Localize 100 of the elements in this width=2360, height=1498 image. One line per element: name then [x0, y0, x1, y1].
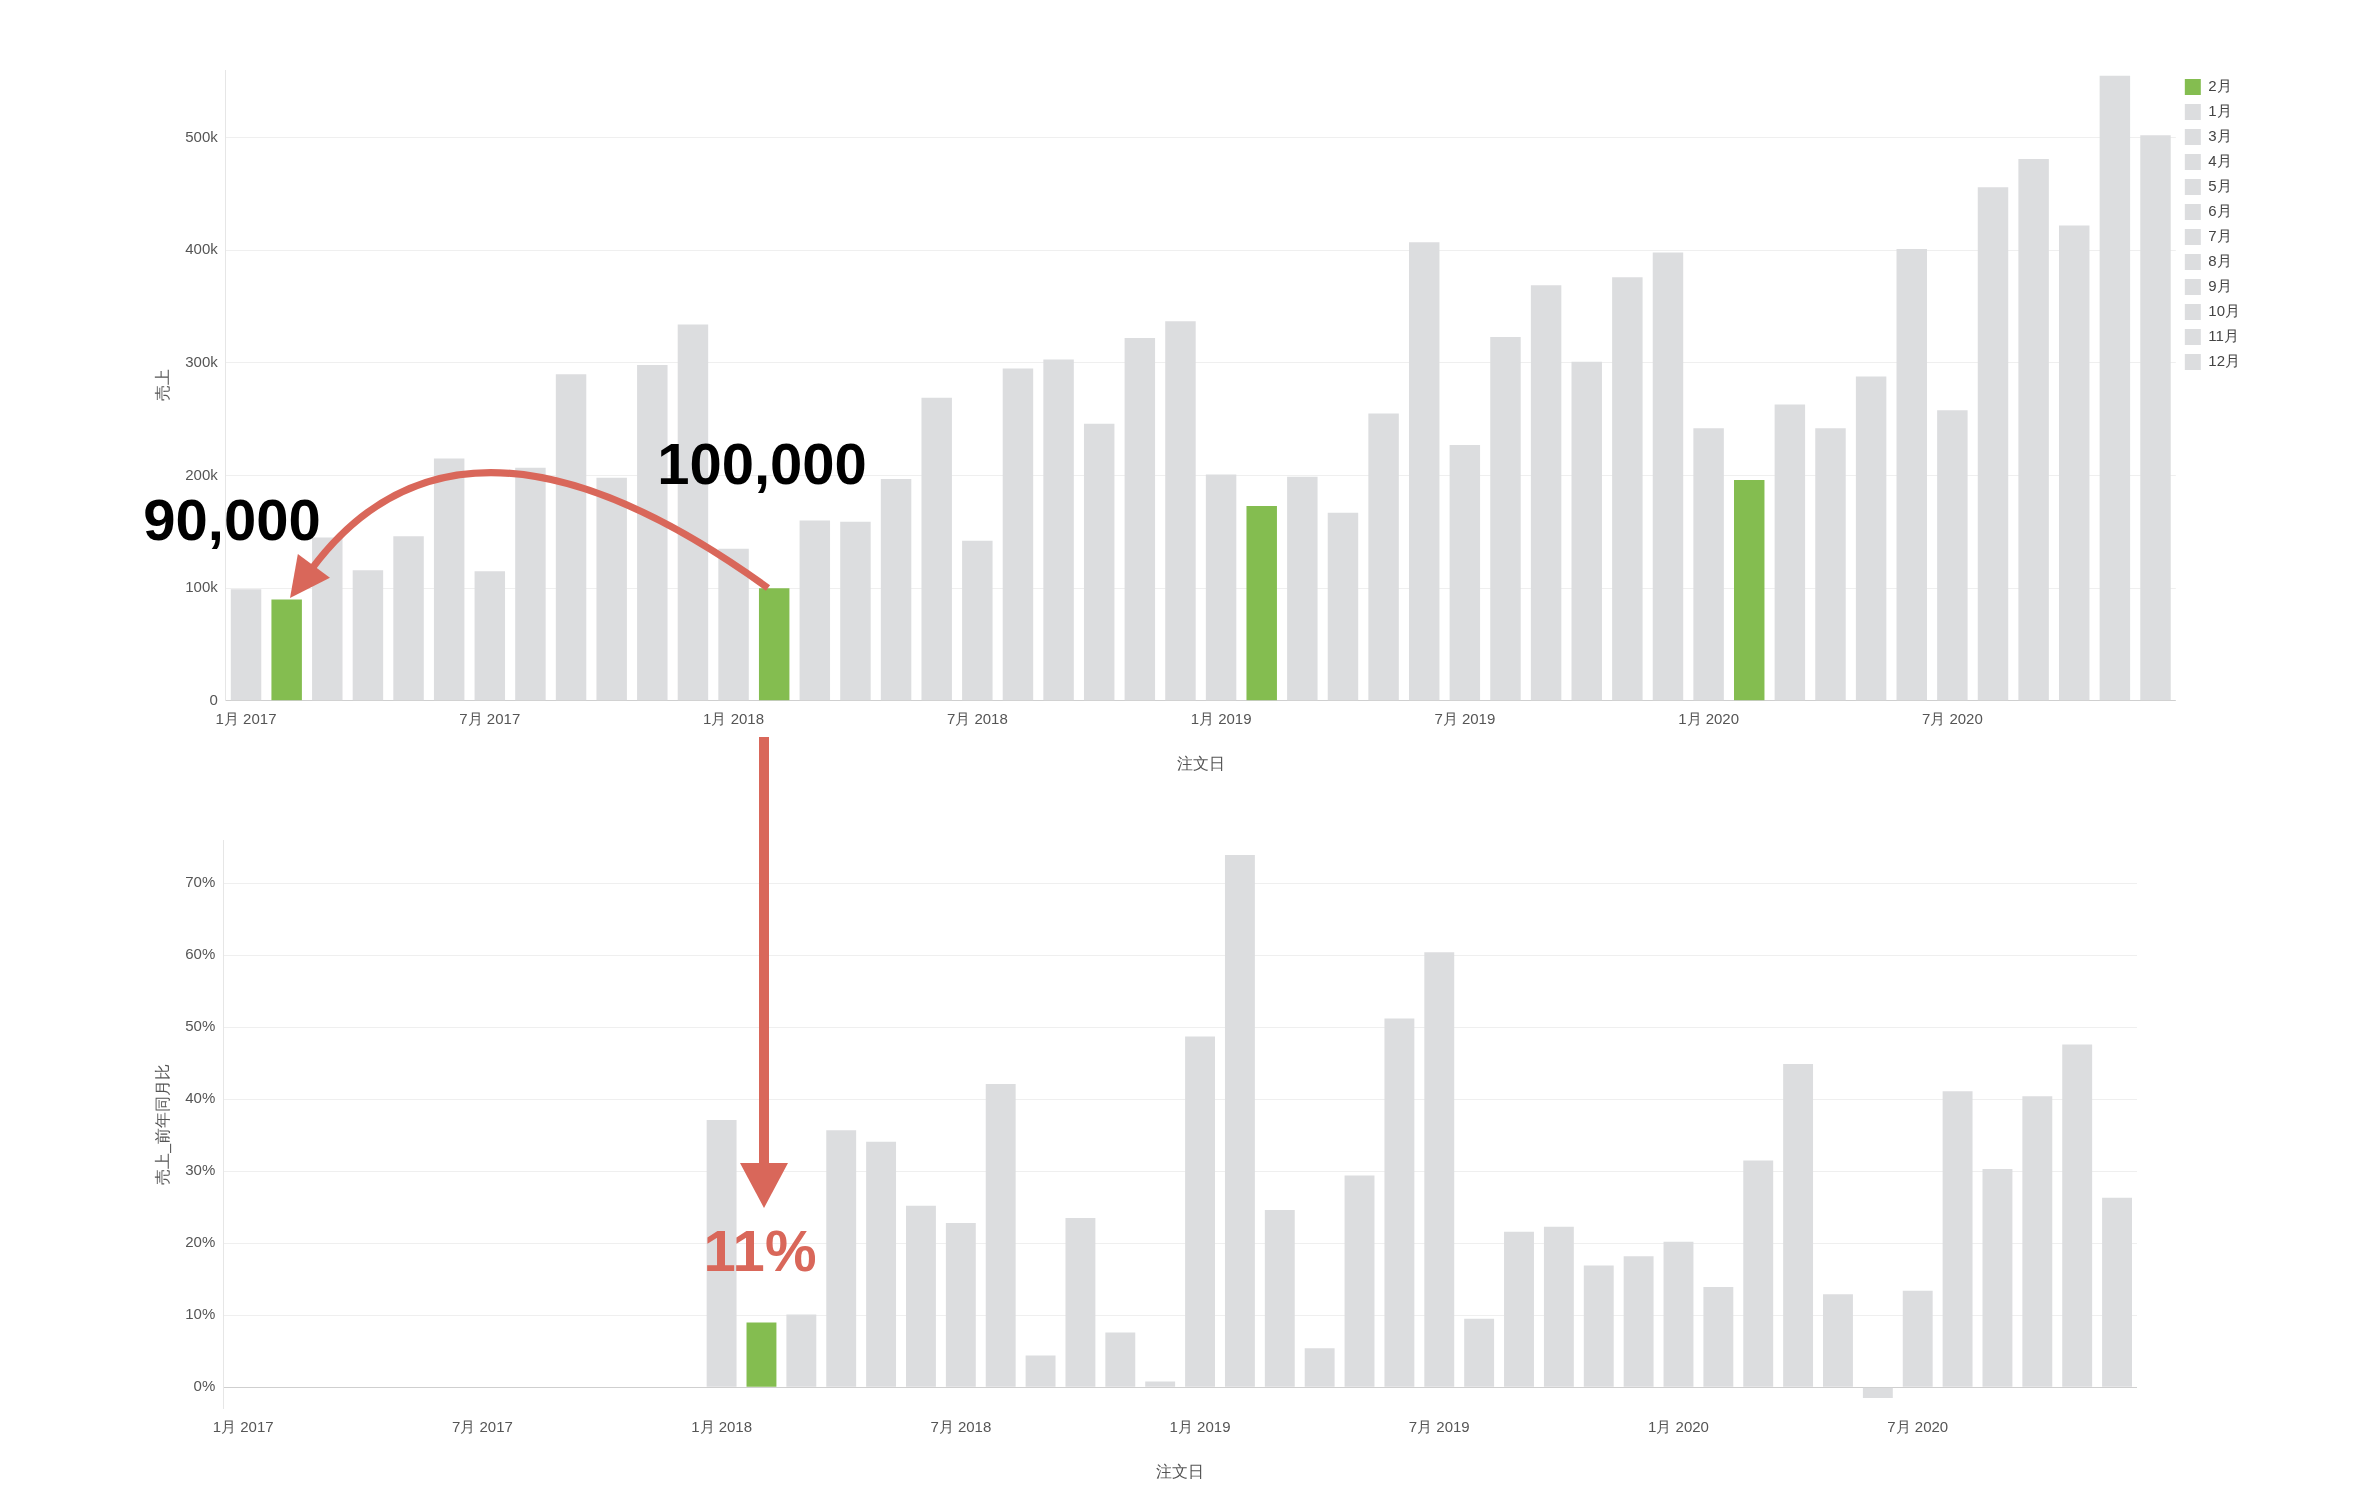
legend-label: 8月: [2208, 252, 2232, 270]
x-tick-label: 7月 2020: [1921, 709, 1983, 727]
y-tick-label: 0: [209, 690, 218, 708]
y-tick-label: 500k: [185, 127, 219, 145]
bar: [1504, 1231, 1534, 1387]
bar: [1246, 505, 1277, 701]
bar: [1663, 1241, 1694, 1387]
x-axis-title: 注文日: [1176, 754, 1225, 772]
y-tick-label: 30%: [185, 1161, 216, 1179]
bar: [1937, 410, 1968, 701]
bar: [880, 478, 912, 701]
bar: [2140, 135, 2171, 701]
bar: [1490, 336, 1521, 701]
legend-label: 3月: [2208, 127, 2232, 145]
bar: [1002, 368, 1034, 701]
y-tick-label: 300k: [185, 353, 219, 371]
bar: [2059, 225, 2090, 701]
y-tick-label: 400k: [185, 240, 219, 258]
bar: [596, 477, 627, 701]
x-tick-label: 1月 2019: [1190, 709, 1252, 727]
bar: [1165, 321, 1196, 701]
y-axis-title: 売上: [154, 369, 172, 402]
bar: [1065, 1218, 1096, 1387]
bar: [352, 570, 384, 701]
annotation: 90,000: [143, 487, 321, 552]
bar: [921, 397, 952, 701]
bar: [1368, 413, 1399, 701]
bar: [393, 536, 424, 701]
bar: [718, 548, 749, 701]
x-tick-label: 1月 2020: [1678, 709, 1740, 727]
x-tick-label: 7月 2018: [930, 1417, 992, 1435]
bar: [1623, 1256, 1654, 1387]
bar: [1327, 512, 1359, 701]
legend-label: 7月: [2208, 227, 2232, 245]
y-tick-label: 0%: [193, 1377, 216, 1395]
bar: [1083, 423, 1115, 701]
bar: [1855, 376, 1887, 701]
bar: [1124, 338, 1156, 701]
bar: [1774, 404, 1806, 701]
annotation: 100,000: [657, 431, 867, 496]
bar: [799, 520, 831, 701]
bar: [1043, 359, 1074, 701]
bar: [1449, 445, 1481, 701]
bar: [1896, 249, 1927, 701]
bar: [1424, 952, 1455, 1387]
bar: [1025, 1355, 1056, 1387]
bar: [2099, 75, 2131, 701]
bar: [1264, 1210, 1295, 1387]
bar: [866, 1141, 897, 1387]
bar: [1464, 1318, 1495, 1387]
bar: [1703, 1287, 1734, 1387]
legend-label: 9月: [2208, 277, 2232, 295]
y-tick-label: 40%: [185, 1089, 216, 1107]
bar: [746, 1322, 777, 1387]
bar: [1224, 855, 1255, 1387]
bar: [1862, 1387, 1893, 1398]
x-tick-label: 7月 2019: [1434, 709, 1496, 727]
x-tick-label: 7月 2018: [946, 709, 1008, 727]
bar: [826, 1130, 857, 1387]
x-tick-label: 1月 2020: [1648, 1417, 1709, 1435]
x-tick-label: 7月 2017: [459, 709, 521, 727]
bar: [1205, 474, 1237, 701]
y-axis-title: 売上_前年同月比: [154, 1063, 173, 1185]
bar: [906, 1205, 936, 1387]
bar: [1185, 1036, 1215, 1387]
annotation: 11%: [703, 1218, 817, 1283]
legend-label: 2月: [2208, 77, 2232, 95]
bar: [271, 599, 302, 701]
bar: [1344, 1175, 1375, 1387]
bar: [786, 1314, 817, 1387]
legend-label: 10月: [2208, 302, 2240, 320]
y-tick-label: 10%: [185, 1305, 216, 1323]
bar: [2018, 158, 2049, 701]
bar: [1105, 1332, 1136, 1387]
legend-label: 12月: [2208, 352, 2240, 370]
y-tick-label: 200k: [185, 465, 219, 483]
bar: [1543, 1226, 1574, 1387]
y-tick-label: 20%: [185, 1233, 216, 1251]
bar: [2102, 1197, 2133, 1387]
bar: [1304, 1348, 1335, 1387]
x-tick-label: 7月 2019: [1408, 1417, 1470, 1435]
bar: [1145, 1381, 1176, 1387]
x-tick-label: 1月 2017: [212, 1417, 274, 1435]
y-tick-label: 70%: [185, 873, 216, 891]
x-tick-label: 1月 2017: [215, 709, 277, 727]
bar: [515, 467, 546, 701]
bar: [962, 540, 993, 701]
bar: [230, 589, 262, 701]
bar: [1287, 476, 1318, 701]
x-tick-label: 1月 2019: [1169, 1417, 1231, 1435]
bar: [1571, 361, 1602, 701]
legend-label: 6月: [2208, 202, 2232, 220]
bar: [1815, 428, 1846, 701]
bar: [1652, 252, 1684, 701]
bar: [1823, 1294, 1853, 1387]
x-tick-label: 1月 2018: [703, 709, 765, 727]
x-tick-label: 7月 2020: [1887, 1417, 1949, 1435]
bar: [2062, 1044, 2093, 1387]
bar: [758, 588, 790, 701]
bar: [1583, 1265, 1614, 1387]
